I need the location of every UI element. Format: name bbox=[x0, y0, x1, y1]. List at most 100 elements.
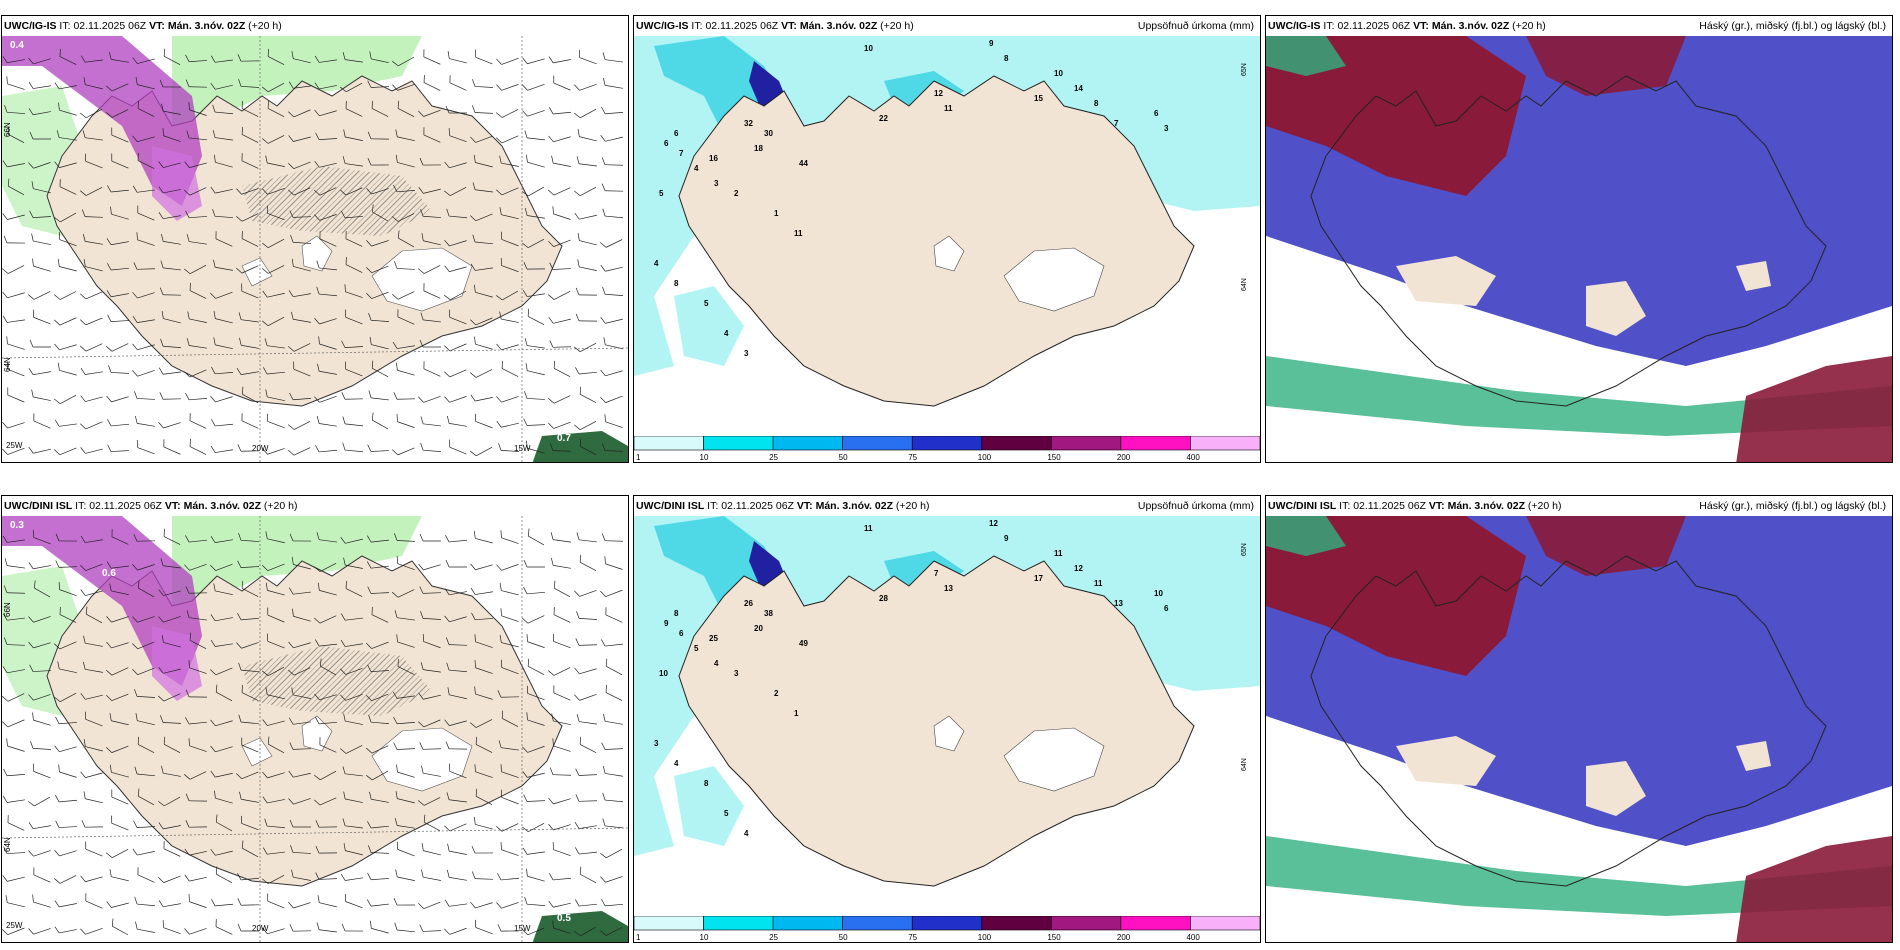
graticule-line bbox=[2, 347, 628, 359]
wind-barb bbox=[522, 822, 545, 832]
wind-barb bbox=[288, 587, 311, 595]
precip-value: 5 bbox=[659, 189, 664, 198]
map-cloud bbox=[1266, 36, 1892, 462]
wind-barb bbox=[28, 796, 51, 807]
precip-green-area bbox=[172, 36, 422, 156]
wind-barb bbox=[241, 100, 259, 117]
wind-barb bbox=[2, 875, 25, 882]
wind-barb bbox=[163, 841, 181, 857]
wind-barb bbox=[56, 130, 77, 141]
wind-barb bbox=[316, 260, 337, 271]
precip-annotation: 0.4 bbox=[10, 40, 24, 51]
wind-barb bbox=[109, 583, 129, 595]
wind-barb bbox=[319, 231, 337, 247]
precip-value: 12 bbox=[934, 89, 943, 98]
colorbar-swatch bbox=[1190, 436, 1260, 451]
precip-value: 10 bbox=[1154, 589, 1163, 598]
precip-value: 5 bbox=[724, 809, 729, 818]
wind-barb bbox=[552, 738, 571, 752]
wind-barb bbox=[85, 711, 103, 727]
wind-barb bbox=[106, 109, 129, 118]
precip-value: 49 bbox=[799, 639, 808, 648]
wind-barb bbox=[500, 842, 519, 856]
panel-vt-label: VT: bbox=[164, 500, 181, 512]
wind-barb bbox=[317, 582, 337, 596]
wind-barb bbox=[2, 613, 25, 621]
wind-barb bbox=[315, 717, 337, 725]
wind-barb bbox=[600, 927, 623, 936]
wind-barb bbox=[266, 205, 285, 221]
wind-barb bbox=[524, 338, 545, 349]
precip-value: 7 bbox=[934, 569, 939, 578]
clear-land bbox=[1586, 281, 1646, 336]
wind-barb bbox=[345, 361, 363, 377]
wind-barb bbox=[369, 791, 389, 803]
wind-barb bbox=[366, 187, 389, 195]
wind-barb bbox=[397, 230, 415, 248]
wind-barb bbox=[80, 367, 103, 375]
wind-barb bbox=[6, 336, 25, 350]
wind-barb bbox=[423, 127, 441, 143]
wind-barb bbox=[2, 535, 25, 543]
wind-barb bbox=[262, 448, 285, 455]
wind-barb bbox=[552, 633, 571, 649]
wind-barb bbox=[184, 161, 207, 168]
wind-barb bbox=[106, 901, 129, 908]
wind-barb bbox=[474, 336, 493, 350]
wind-barb bbox=[340, 745, 363, 754]
wind-barb bbox=[553, 360, 571, 378]
wind-barb bbox=[133, 534, 156, 542]
wind-barb bbox=[419, 586, 442, 594]
panel-model: UWC/DINI ISL bbox=[4, 500, 73, 512]
wind-barb bbox=[290, 845, 312, 854]
lon-label: 25W bbox=[6, 441, 23, 450]
wind-barb bbox=[6, 76, 25, 90]
wind-barb bbox=[342, 766, 363, 777]
wind-barb bbox=[210, 395, 233, 403]
panel-it-value: 02.11.2025 06Z bbox=[1353, 500, 1426, 512]
wind-barb bbox=[577, 259, 597, 271]
panel-precip-dini: UWC/DINI ISL IT: 02.11.2025 06Z VT: Mán.… bbox=[633, 495, 1261, 943]
wind-barb bbox=[604, 556, 623, 570]
wind-barb bbox=[80, 771, 103, 778]
colorbar-swatch bbox=[911, 436, 983, 451]
precip-value: 32 bbox=[744, 119, 753, 128]
wind-barb bbox=[423, 74, 441, 91]
wind-barb bbox=[241, 386, 259, 404]
wind-barb bbox=[496, 187, 519, 196]
lat-label: 66N bbox=[3, 602, 12, 617]
wind-barb bbox=[574, 693, 597, 701]
wind-barb bbox=[342, 416, 363, 427]
wind-barb bbox=[241, 737, 259, 753]
wind-barb bbox=[132, 343, 155, 351]
wind-barb bbox=[238, 714, 259, 725]
wind-barb bbox=[161, 765, 181, 777]
wind-barb bbox=[161, 310, 181, 324]
wind-barb bbox=[137, 736, 155, 753]
wind-barb bbox=[137, 867, 155, 883]
wind-barb bbox=[7, 387, 25, 403]
wind-barb bbox=[80, 535, 103, 543]
wind-barb bbox=[548, 135, 571, 143]
wind-barb bbox=[396, 414, 415, 428]
wind-barb bbox=[501, 789, 519, 805]
wind-barb bbox=[340, 187, 363, 196]
wind-barb bbox=[395, 869, 415, 881]
wind-barb bbox=[423, 49, 441, 65]
wind-barb bbox=[137, 100, 155, 117]
wind-barb bbox=[5, 895, 25, 908]
wind-barb bbox=[601, 742, 624, 750]
wind-barb bbox=[600, 589, 623, 597]
precip-value: 6 bbox=[1154, 109, 1159, 118]
panel-header: UWC/DINI ISL IT: 02.11.2025 06Z VT: Mán.… bbox=[1266, 496, 1892, 516]
wind-barb bbox=[210, 445, 233, 453]
wind-barb bbox=[470, 213, 493, 222]
panel-wind-dini: UWC/DINI ISL IT: 02.11.2025 06Z VT: Mán.… bbox=[1, 495, 629, 943]
graticule-line bbox=[2, 827, 628, 839]
precip-value: 28 bbox=[879, 594, 888, 603]
wind-barb bbox=[550, 532, 571, 543]
wind-barb bbox=[159, 392, 182, 400]
precip-value: 1 bbox=[794, 709, 799, 718]
wind-barb bbox=[237, 873, 259, 881]
wind-barb bbox=[241, 126, 259, 143]
